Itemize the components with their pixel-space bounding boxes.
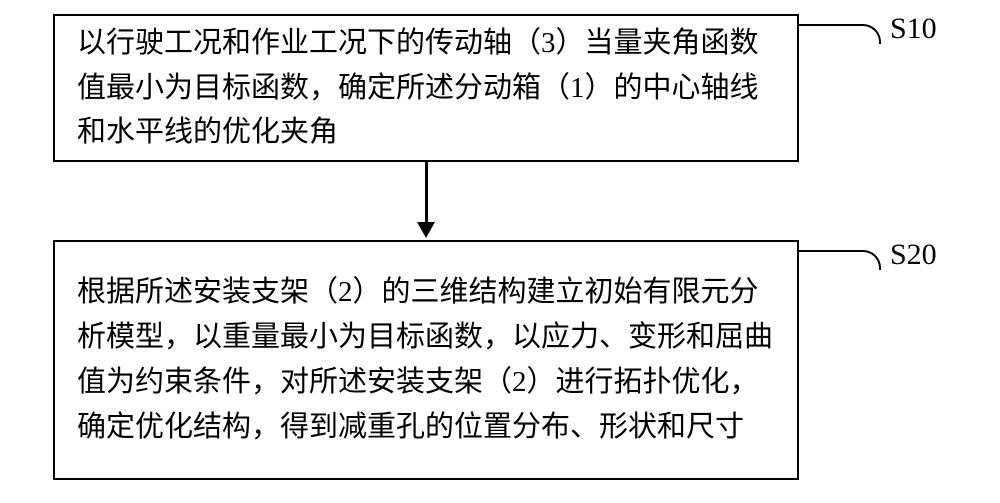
- step-s10-label: S10: [890, 12, 937, 46]
- arrow-s10-s20-head: [417, 222, 435, 238]
- step-s10-box: 以行驶工况和作业工况下的传动轴（3）当量夹角函数值最小为目标函数，确定所述分动箱…: [53, 14, 799, 162]
- step-s10-connector: [799, 24, 881, 44]
- step-s20-box: 根据所述安装支架（2）的三维结构建立初始有限元分析模型，以重量最小为目标函数，以…: [53, 240, 799, 480]
- flowchart-canvas: 以行驶工况和作业工况下的传动轴（3）当量夹角函数值最小为目标函数，确定所述分动箱…: [0, 0, 1000, 503]
- step-s10-text: 以行驶工况和作业工况下的传动轴（3）当量夹角函数值最小为目标函数，确定所述分动箱…: [77, 21, 775, 156]
- arrow-s10-s20-line: [425, 162, 428, 224]
- step-s20-label: S20: [890, 238, 937, 272]
- step-s20-connector: [799, 250, 881, 270]
- step-s20-text: 根据所述安装支架（2）的三维结构建立初始有限元分析模型，以重量最小为目标函数，以…: [77, 270, 775, 450]
